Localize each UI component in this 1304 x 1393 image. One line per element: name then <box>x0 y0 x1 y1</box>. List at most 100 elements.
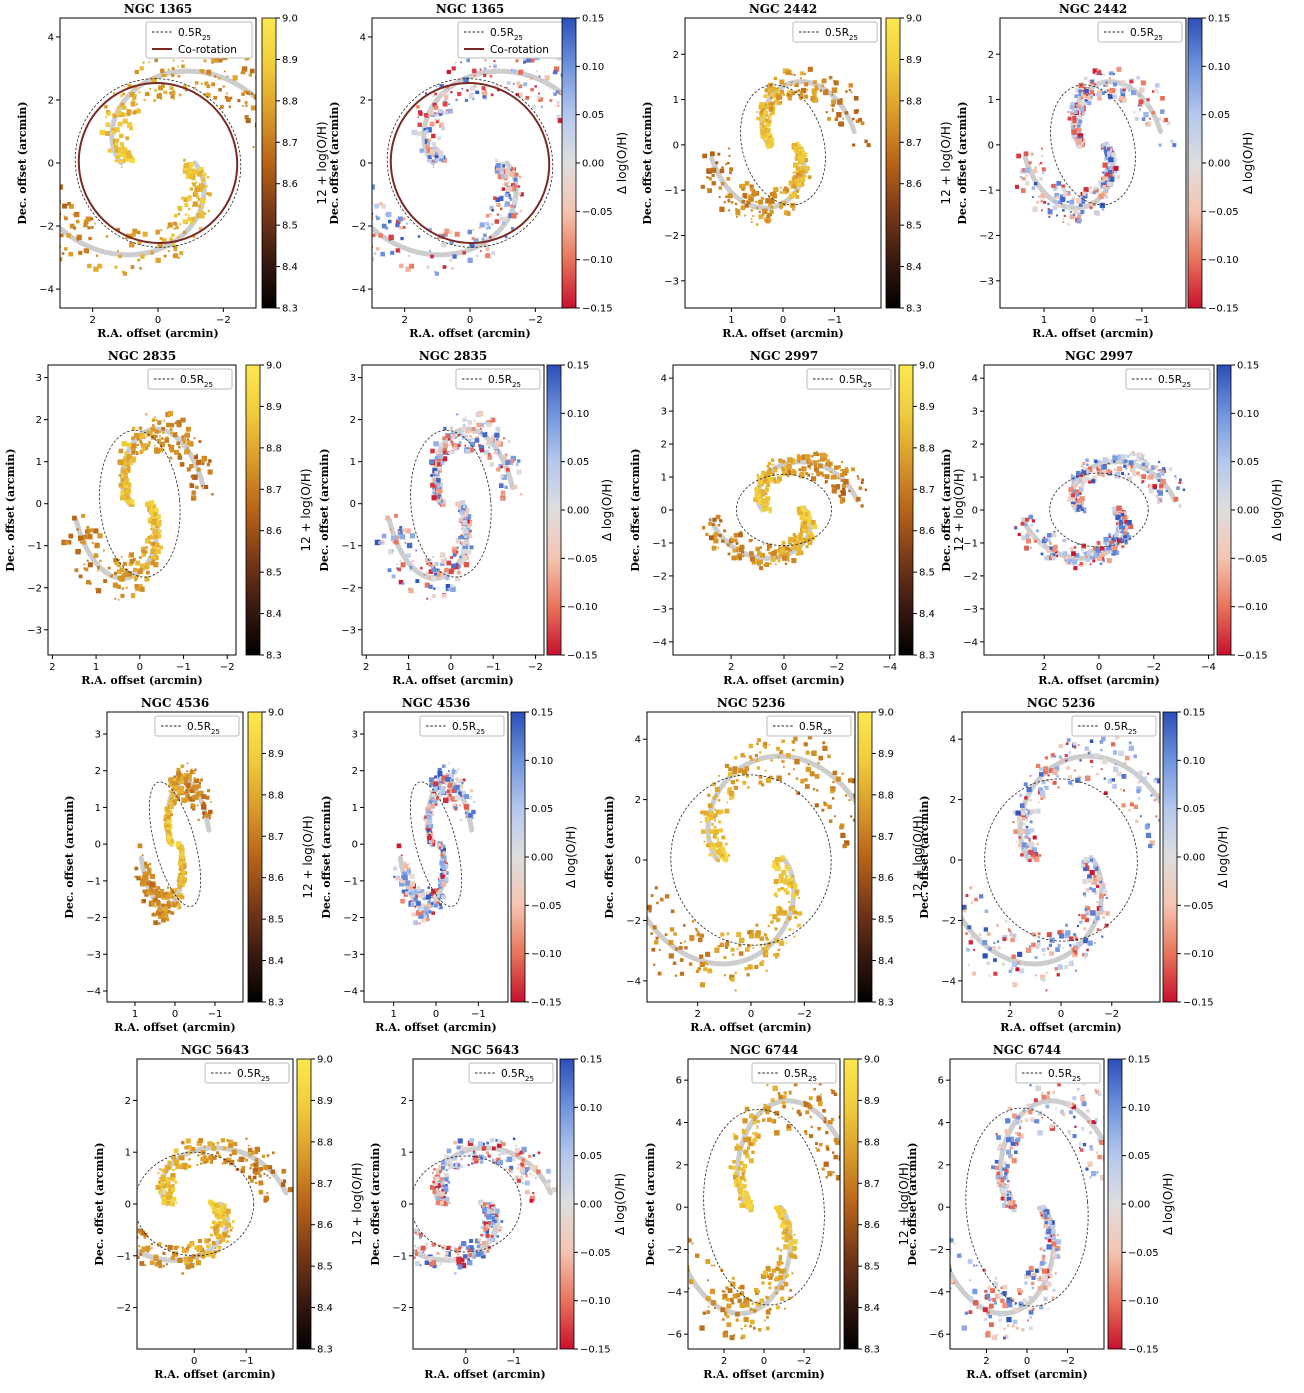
legend-r25-subscript: 25 <box>823 728 832 736</box>
colorbar: −0.15 −0.10 −0.05 0.00 0.05 0.10 0.15 Δ log(O/H… <box>561 14 629 315</box>
y-tick-label: −4 <box>652 637 667 648</box>
corotation-ellipse <box>77 82 239 244</box>
colorbar: −0.15 −0.10 −0.05 0.00 0.05 0.10 0.15 Δ log(O/H… <box>1162 708 1230 1009</box>
y-axis-label: Dec. offset (arcmin) <box>16 101 29 224</box>
colorbar-tick-label: 8.4 <box>906 262 922 273</box>
legend-r25-subscript: 25 <box>863 381 872 389</box>
colorbar-tick-label: 8.6 <box>919 526 935 537</box>
colorbar-gradient <box>1107 1058 1123 1350</box>
x-tick-label: −2 <box>797 1356 812 1367</box>
y-tick-label: 0 <box>635 856 641 867</box>
map-area <box>134 762 213 926</box>
x-tick-label: 1 <box>405 662 411 673</box>
x-tick-label: −2 <box>1104 1009 1119 1020</box>
axes-frame <box>363 711 509 1003</box>
colorbar-tick-label: 8.4 <box>266 609 282 620</box>
colorbar-tick-label: 0.00 <box>1128 1200 1150 1211</box>
x-tick-label: 2 <box>721 1356 727 1367</box>
panel-12: 0 −1 −2 −1 0 1 2 NGC 5643 R.A. offset (arcmin) De… <box>93 1043 364 1381</box>
x-axis-label: R.A. offset (arcmin) <box>97 327 218 340</box>
y-tick-label: 3 <box>95 730 101 741</box>
y-tick-label: −3 <box>979 276 994 287</box>
x-tick-label: −2 <box>1146 662 1161 673</box>
colorbar-tick-label: 8.4 <box>282 262 298 273</box>
colorbar-tick-label: 0.15 <box>580 1055 602 1066</box>
legend-r25-subscript: 25 <box>1182 381 1191 389</box>
legend-r25-subscript: 25 <box>849 34 858 42</box>
y-tick-label: −6 <box>667 1330 682 1341</box>
colorbar-tick-label: −0.05 <box>1128 1248 1159 1259</box>
x-tick-label: 0 <box>1096 662 1102 673</box>
colorbar: 8.3 8.4 8.5 8.6 8.7 8.8 8.9 9.0 12 + log(O/H) <box>857 708 925 1009</box>
y-tick-label: −3 <box>341 625 356 636</box>
x-tick-label: −4 <box>882 662 897 673</box>
x-tick-label: 0 <box>761 1356 767 1367</box>
y-tick-label: 4 <box>661 374 667 385</box>
colorbar-gradient <box>559 1058 575 1350</box>
colorbar: 8.3 8.4 8.5 8.6 8.7 8.8 8.9 9.0 12 + log(O/H) <box>296 1055 364 1356</box>
half-r25-ellipse <box>703 1109 825 1306</box>
colorbar-gradient <box>247 711 263 1003</box>
half-r25-ellipse <box>413 1155 522 1253</box>
colorbar-gradient <box>1216 364 1232 656</box>
panel-title: NGC 4536 <box>402 696 470 710</box>
colorbar-label: Δ log(O/H) <box>613 1173 627 1235</box>
x-axis-label: R.A. offset (arcmin) <box>690 1021 811 1034</box>
legend-r25-subscript: 25 <box>261 1075 270 1083</box>
colorbar-tick-label: 8.5 <box>282 221 298 232</box>
pixel-map <box>700 66 871 226</box>
colorbar-gradient <box>261 17 277 309</box>
colorbar-tick-label: −0.05 <box>1237 554 1268 565</box>
x-tick-label: 1 <box>1041 315 1047 326</box>
y-tick-label: 1 <box>661 473 667 484</box>
colorbar-tick-label: 8.4 <box>864 1303 880 1314</box>
colorbar-tick-label: 0.15 <box>1237 361 1259 372</box>
legend-box <box>1071 715 1157 737</box>
y-tick-label: 3 <box>972 407 978 418</box>
x-tick-label: −2 <box>528 315 543 326</box>
map-area <box>372 48 568 276</box>
y-tick-label: −2 <box>392 1303 407 1314</box>
colorbar-tick-label: 8.3 <box>317 1345 333 1356</box>
map-area <box>702 451 868 571</box>
colorbar-tick-label: −0.15 <box>1208 304 1239 315</box>
x-tick-label: −2 <box>528 662 543 673</box>
map-area <box>1014 66 1177 226</box>
legend: 0.5R25 <box>147 368 233 390</box>
colorbar-tick-label: 8.9 <box>919 402 935 413</box>
legend-box <box>419 715 505 737</box>
colorbar: 8.3 8.4 8.5 8.6 8.7 8.8 8.9 9.0 12 + log(O/H) <box>843 1055 911 1356</box>
colorbar-tick-label: 8.9 <box>317 1096 333 1107</box>
x-tick-label: 0 <box>448 662 454 673</box>
y-tick-label: 1 <box>36 457 42 468</box>
legend-r25-subscript: 25 <box>476 728 485 736</box>
y-tick-label: 0 <box>676 1203 682 1214</box>
colorbar-tick-label: 8.7 <box>906 138 922 149</box>
colorbar-tick-label: 8.9 <box>864 1096 880 1107</box>
panel-10: 2 0 −2 −4 −2 0 2 4 NGC 5236 R.A. offset (arcmin) D… <box>603 696 925 1034</box>
colorbar-tick-label: 8.8 <box>266 443 282 454</box>
pixel-map <box>647 735 855 992</box>
colorbar: −0.15 −0.10 −0.05 0.00 0.05 0.10 0.15 Δ log(O/H… <box>1216 361 1284 662</box>
x-tick-label: 0 <box>155 315 161 326</box>
colorbar-tick-label: −0.05 <box>582 207 613 218</box>
colorbar-tick-label: 8.5 <box>878 915 894 926</box>
panel-title: NGC 2997 <box>750 349 818 363</box>
y-tick-label: −4 <box>86 986 101 997</box>
x-tick-label: −2 <box>216 315 231 326</box>
colorbar-gradient <box>510 711 526 1003</box>
colorbar-tick-label: 8.8 <box>268 790 284 801</box>
axes-frame <box>361 364 545 656</box>
y-tick-label: −4 <box>667 1287 682 1298</box>
y-tick-label: 2 <box>350 415 356 426</box>
legend: 0.5R25 <box>1097 21 1183 43</box>
legend-box <box>204 1062 290 1084</box>
colorbar-tick-label: 0.00 <box>582 159 604 170</box>
colorbar-tick-label: 8.8 <box>878 790 894 801</box>
x-tick-label: 0 <box>1090 315 1096 326</box>
colorbar-label: Δ log(O/H) <box>1161 1173 1175 1235</box>
y-tick-label: 2 <box>673 50 679 61</box>
map-area <box>413 1137 557 1275</box>
half-r25-ellipse <box>74 78 242 248</box>
legend-corotation-label: Co-rotation <box>178 44 237 56</box>
